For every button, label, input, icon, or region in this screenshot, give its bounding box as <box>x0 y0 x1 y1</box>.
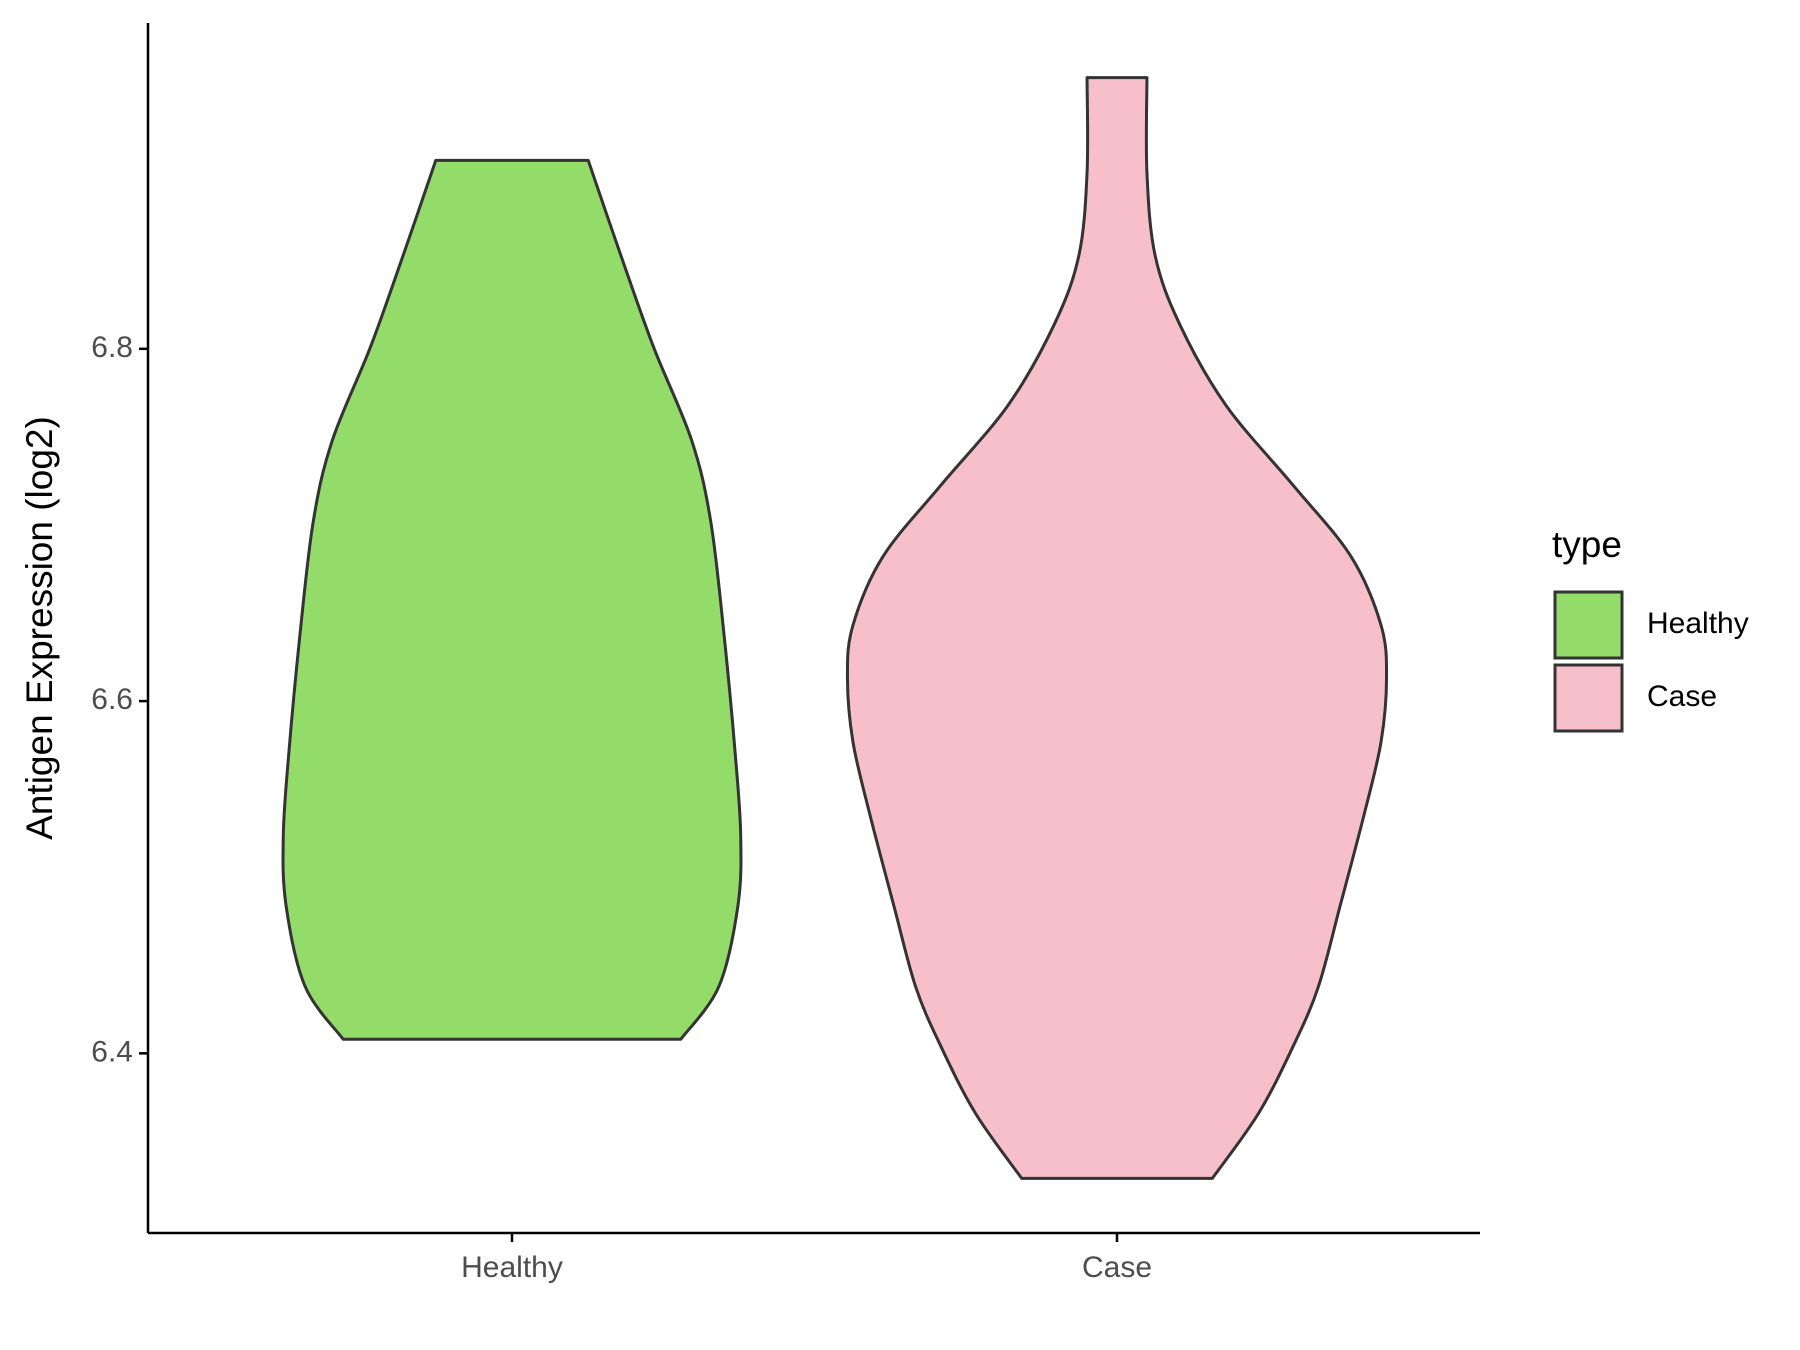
legend-label: Case <box>1647 680 1717 713</box>
x-tick-label: Healthy <box>461 1251 563 1284</box>
legend-label: Healthy <box>1647 607 1749 640</box>
violin <box>281 158 743 1041</box>
violin <box>845 76 1389 1180</box>
legend-key <box>1553 590 1624 660</box>
legend-key <box>1553 663 1624 733</box>
y-tick-label: 6.4 <box>91 1035 133 1068</box>
y-tick-label: 6.6 <box>91 683 133 716</box>
legend-title: type <box>1552 524 1622 565</box>
x-tick-label: Case <box>1082 1251 1152 1284</box>
y-tick-label: 6.8 <box>91 331 133 364</box>
y-axis-title: Antigen Expression (log2) <box>19 416 60 840</box>
